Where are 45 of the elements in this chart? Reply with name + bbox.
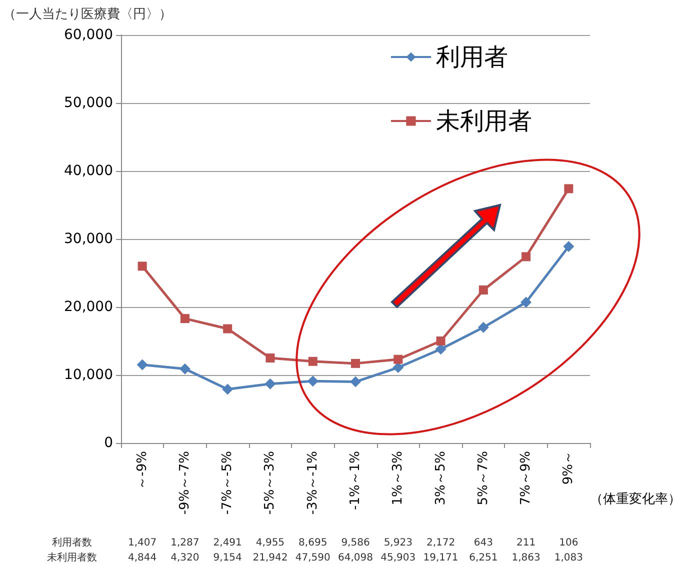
point xyxy=(307,376,318,387)
text: 未利用者数 4,844 4,320 9,154 21,942 47,590 64,098 45,903 19,171 6,251 1,863 1,083 xyxy=(47,552,583,564)
point xyxy=(223,324,232,334)
x-tick-label: -3%～-1% xyxy=(305,451,320,515)
point xyxy=(222,384,234,395)
x-tick-label: 3%～5% xyxy=(433,451,448,506)
y-tick-label: 0 xyxy=(104,435,113,451)
x-tick-label: ～-9% xyxy=(134,451,150,490)
point xyxy=(136,359,148,370)
point xyxy=(563,240,574,252)
point xyxy=(308,356,318,366)
y-tick-label: 20,000 xyxy=(64,299,113,315)
point xyxy=(180,314,190,324)
x-tick-label: 9%～ xyxy=(561,451,576,485)
x-tick-label: -7%～-5% xyxy=(220,451,236,515)
point xyxy=(350,376,361,388)
text: 利用者数 1,407 1,287 2,491 4,955 8,695 9,586 5,923 2,172 643 211 106 xyxy=(52,538,578,548)
legend-label: 利用者 xyxy=(436,43,508,71)
y-tick-label: 50,000 xyxy=(64,95,113,111)
y-tick-label: 30,000 xyxy=(64,231,113,247)
point xyxy=(436,336,446,346)
y-tick-label: 60,000 xyxy=(64,27,113,43)
x-tick-label: 1%～3% xyxy=(390,451,406,506)
point xyxy=(478,322,489,333)
point xyxy=(564,184,574,194)
point xyxy=(179,363,190,374)
x-tick-label: -1%～1% xyxy=(348,451,363,510)
x-tick-label: -9%～-7% xyxy=(177,451,192,515)
point xyxy=(520,296,532,308)
x-tick-label: -5%～-3% xyxy=(262,451,278,515)
point xyxy=(394,354,403,364)
x-tick-label: 5%～7% xyxy=(476,451,491,506)
point xyxy=(351,358,360,368)
point xyxy=(478,286,488,294)
x-axis-title: （体重変化率） xyxy=(590,491,681,507)
y-axis-title: （一人当たり医療費〈円〉） xyxy=(3,7,172,22)
y-tick-label: 40,000 xyxy=(64,163,113,179)
legend-label: 未利用者 xyxy=(436,107,532,135)
point xyxy=(392,362,404,374)
point xyxy=(138,262,147,271)
point xyxy=(266,354,275,362)
x-tick-label: 7%～9% xyxy=(518,451,534,506)
point xyxy=(522,252,531,262)
point xyxy=(264,378,276,390)
y-tick-label: 10,000 xyxy=(64,367,113,383)
